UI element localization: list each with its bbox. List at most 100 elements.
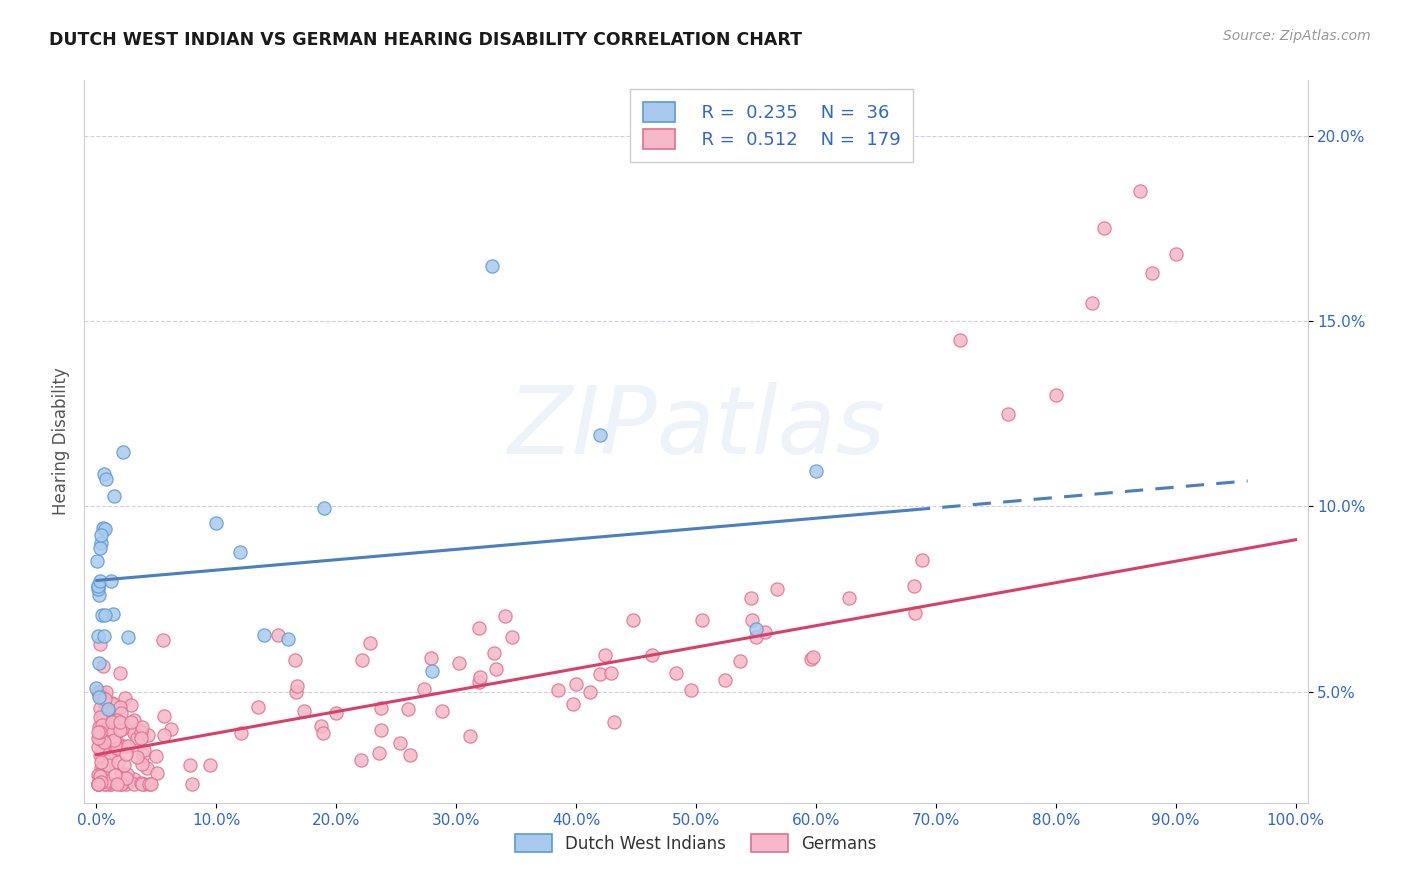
Point — [108, 666, 131, 681]
Point — [153, 728, 176, 742]
Point — [134, 743, 156, 757]
Point — [100, 777, 122, 791]
Point — [97, 701, 120, 715]
Point — [93, 695, 115, 709]
Point — [112, 758, 135, 772]
Point — [134, 777, 156, 791]
Point — [1045, 388, 1067, 402]
Point — [589, 428, 612, 442]
Point — [86, 777, 108, 791]
Point — [97, 757, 120, 772]
Point — [87, 629, 110, 643]
Point — [460, 729, 482, 743]
Point — [804, 464, 827, 478]
Point — [105, 777, 128, 791]
Point — [128, 723, 150, 738]
Point — [89, 769, 111, 783]
Point — [100, 697, 122, 711]
Point — [98, 751, 121, 765]
Point — [115, 747, 138, 761]
Legend: Dutch West Indians, Germans: Dutch West Indians, Germans — [509, 828, 883, 860]
Point — [593, 648, 616, 662]
Point — [449, 657, 471, 671]
Point — [838, 591, 860, 606]
Point — [103, 735, 125, 749]
Point — [89, 701, 111, 715]
Point — [108, 700, 131, 714]
Point — [93, 630, 115, 644]
Point — [89, 685, 111, 699]
Point — [565, 677, 588, 691]
Point — [87, 579, 110, 593]
Point — [292, 704, 315, 718]
Point — [350, 753, 373, 767]
Point — [98, 723, 121, 737]
Point — [90, 742, 112, 756]
Point — [253, 628, 276, 642]
Point — [501, 631, 523, 645]
Point — [103, 489, 125, 503]
Point — [468, 621, 491, 635]
Point — [1129, 185, 1152, 199]
Point — [494, 608, 516, 623]
Point — [127, 749, 149, 764]
Point — [104, 768, 127, 782]
Point — [86, 777, 108, 791]
Point — [114, 739, 136, 753]
Point — [110, 706, 132, 720]
Point — [100, 574, 122, 589]
Point — [86, 685, 108, 699]
Point — [198, 757, 221, 772]
Point — [312, 726, 335, 740]
Point — [903, 579, 925, 593]
Point — [131, 777, 153, 791]
Point — [745, 622, 768, 636]
Point — [89, 731, 111, 746]
Point — [93, 758, 115, 772]
Point — [100, 714, 122, 729]
Point — [94, 685, 117, 699]
Point — [468, 674, 491, 689]
Point — [114, 690, 136, 705]
Point — [284, 653, 307, 667]
Point — [370, 700, 392, 714]
Point — [87, 582, 110, 596]
Point — [91, 712, 114, 726]
Point — [413, 681, 436, 696]
Point — [87, 588, 110, 602]
Point — [120, 715, 142, 730]
Point — [108, 723, 131, 738]
Point — [138, 777, 160, 791]
Point — [86, 554, 108, 568]
Point — [104, 714, 127, 728]
Point — [94, 472, 117, 486]
Point — [152, 632, 174, 647]
Point — [98, 777, 121, 791]
Point — [110, 777, 132, 791]
Point — [87, 720, 110, 734]
Point — [115, 777, 138, 791]
Point — [309, 719, 332, 733]
Point — [754, 625, 776, 640]
Point — [89, 574, 111, 589]
Point — [136, 761, 159, 775]
Point — [93, 777, 115, 791]
Point — [91, 763, 114, 777]
Point — [482, 646, 505, 660]
Point — [94, 774, 117, 789]
Point — [87, 767, 110, 781]
Point — [107, 756, 129, 770]
Point — [399, 748, 422, 763]
Point — [87, 731, 110, 745]
Point — [131, 756, 153, 771]
Point — [101, 697, 124, 711]
Point — [285, 680, 308, 694]
Point — [152, 709, 174, 723]
Point — [90, 708, 112, 723]
Point — [89, 709, 111, 723]
Point — [420, 650, 443, 665]
Point — [368, 746, 391, 760]
Point — [110, 766, 132, 780]
Point — [420, 664, 443, 678]
Point — [740, 591, 762, 606]
